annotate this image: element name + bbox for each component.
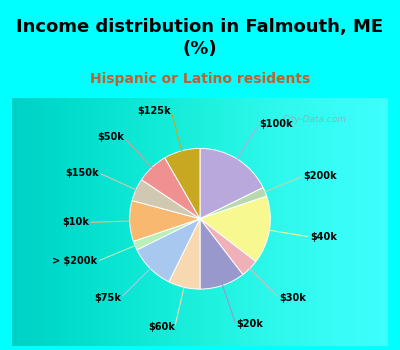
Wedge shape — [200, 219, 243, 289]
Wedge shape — [200, 196, 270, 261]
Wedge shape — [200, 188, 267, 219]
Text: City-Data.com: City-Data.com — [283, 116, 347, 124]
Text: > $200k: > $200k — [52, 257, 97, 266]
Text: $40k: $40k — [310, 232, 337, 242]
Text: $50k: $50k — [97, 132, 124, 142]
Wedge shape — [169, 219, 200, 289]
Text: $150k: $150k — [65, 168, 98, 178]
Wedge shape — [132, 180, 200, 219]
Wedge shape — [200, 148, 263, 219]
Text: $20k: $20k — [236, 319, 263, 329]
Text: $10k: $10k — [62, 217, 89, 228]
Text: $75k: $75k — [94, 293, 121, 302]
Wedge shape — [142, 158, 200, 219]
Text: $125k: $125k — [138, 106, 171, 116]
Wedge shape — [133, 219, 200, 250]
Wedge shape — [165, 148, 200, 219]
Wedge shape — [200, 219, 256, 274]
Text: $60k: $60k — [148, 322, 175, 332]
Wedge shape — [137, 219, 200, 282]
Text: $200k: $200k — [303, 171, 336, 181]
Wedge shape — [130, 201, 200, 241]
Text: Hispanic or Latino residents: Hispanic or Latino residents — [90, 72, 310, 86]
Text: $100k: $100k — [259, 119, 292, 129]
Text: Income distribution in Falmouth, ME
(%): Income distribution in Falmouth, ME (%) — [16, 18, 384, 58]
Text: $30k: $30k — [279, 293, 306, 302]
